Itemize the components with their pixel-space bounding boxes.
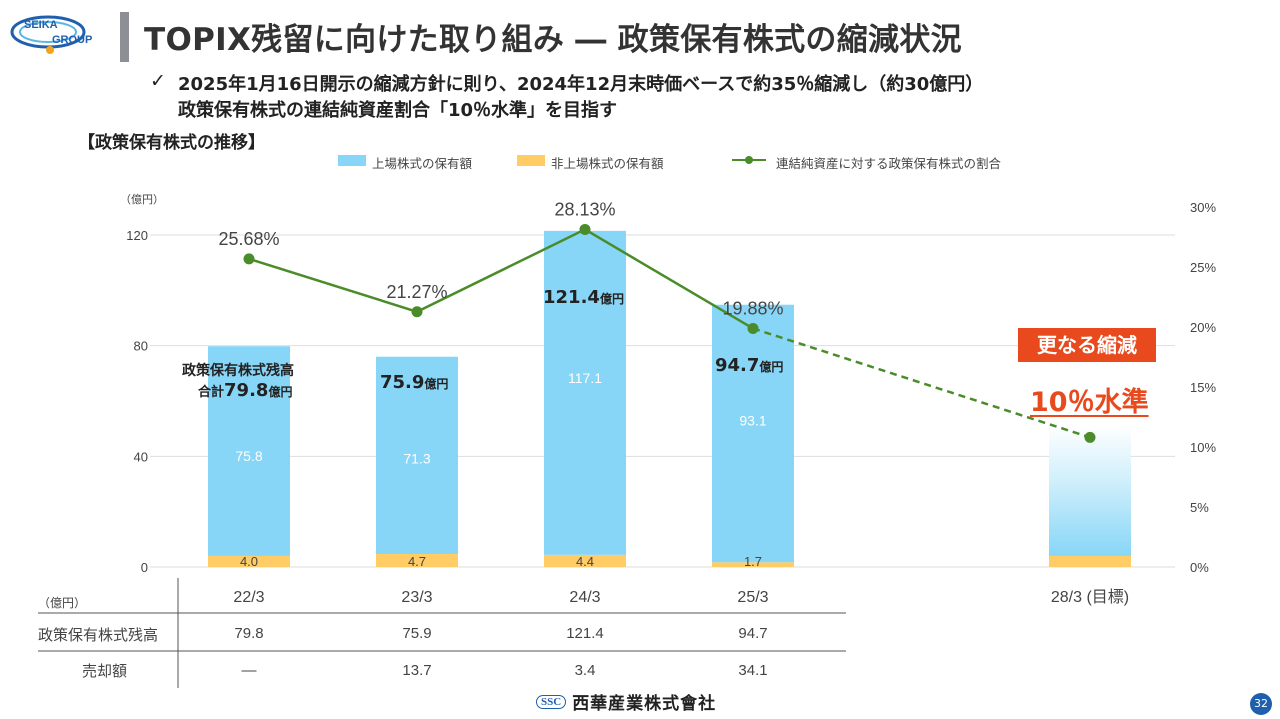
bar-unlisted-value-label: 4.7: [408, 554, 426, 569]
total-annotation-bar4: 94.7億円: [715, 355, 783, 376]
company-logo: SSC 西華産業株式會社: [536, 689, 716, 714]
ratio-value-label: 21.27%: [386, 282, 447, 302]
table-cell: 94.7: [738, 625, 767, 642]
bar-unlisted: [544, 554, 626, 567]
target-level-label: 10％水準: [1030, 387, 1149, 418]
bar-unlisted-value-label: 4.0: [240, 554, 258, 569]
ratio-point: [579, 223, 591, 235]
ratio-line: [248, 228, 754, 330]
total-value: 75.9: [380, 372, 425, 393]
table-row-label-sales: 売却額: [82, 662, 128, 680]
bar-target-listed: [1049, 425, 1131, 556]
table-cell: ―: [242, 662, 257, 679]
company-mark: SSC: [536, 694, 567, 709]
page-number: 32: [1250, 693, 1272, 715]
y-right-tick-label: 10%: [1190, 440, 1216, 455]
total-unit: 億円: [268, 385, 293, 399]
total-unit: 億円: [759, 360, 784, 374]
category-label: 24/3: [569, 589, 600, 606]
section-title: 【政策保有株式の推移】: [78, 133, 265, 153]
bar-target-unlisted: [1049, 555, 1131, 567]
bar-listed-value-label: 71.3: [403, 450, 430, 466]
category-label: 22/3: [233, 589, 264, 606]
ratio-value-label: 28.13%: [554, 199, 615, 219]
y-right-tick-label: 0%: [1190, 560, 1209, 575]
table-unit: （億円）: [38, 596, 87, 610]
legend-swatch-listed: [338, 155, 366, 166]
table-cell: 121.4: [566, 625, 604, 642]
table-cell: 13.7: [402, 662, 431, 679]
bar-unlisted: [208, 555, 290, 567]
ratio-point: [747, 322, 759, 334]
bar-unlisted-value-label: 1.7: [744, 554, 762, 569]
logo-text-top: SEIKA: [24, 19, 58, 31]
ratio-value-label: 25.68%: [218, 229, 279, 249]
legend-label-ratio: 連結純資産に対する政策保有株式の割合: [776, 156, 1002, 171]
seika-group-logo: SEIKA GROUP: [10, 15, 92, 54]
table-row-label-balance: 政策保有株式残高: [38, 626, 159, 644]
bullet-text-line2: 政策保有株式の連結純資産割合「10％水準」を目指す: [178, 100, 618, 121]
total-unit: 億円: [424, 377, 449, 391]
ratio-point: [1084, 431, 1096, 443]
bar-listed: [208, 346, 290, 556]
category-label: 25/3: [737, 589, 768, 606]
ratio-point: [411, 306, 423, 318]
y-left-tick-label: 80: [134, 339, 148, 354]
bar-listed: [376, 356, 458, 554]
logo-text-bottom: GROUP: [52, 34, 92, 46]
table-cell: 34.1: [738, 662, 767, 679]
y-left-unit-label: （億円）: [120, 193, 164, 206]
category-label: 28/3 (目標): [1051, 588, 1129, 606]
total-value: 79.8: [224, 380, 269, 401]
legend-label-unlisted: 非上場株式の保有額: [551, 156, 664, 171]
y-right-tick-label: 15%: [1190, 380, 1216, 395]
bar-unlisted-value-label: 4.4: [576, 554, 594, 569]
bar-unlisted: [376, 553, 458, 567]
y-left-tick-label: 0: [141, 560, 148, 575]
y-right-tick-label: 5%: [1190, 500, 1209, 515]
total-annotation-bar1: 合計79.8億円: [198, 380, 292, 401]
bar-listed: [712, 304, 794, 563]
company-name: 西華産業株式會社: [572, 694, 717, 714]
total-annotation-bar2: 75.9億円: [380, 372, 448, 393]
y-right-tick-label: 25%: [1190, 260, 1216, 275]
category-label: 23/3: [401, 589, 432, 606]
legend-swatch-unlisted: [517, 155, 545, 166]
total-value: 94.7: [715, 355, 760, 376]
table-cell: 79.8: [234, 625, 263, 642]
bar-unlisted: [712, 562, 794, 567]
y-left-tick-label: 40: [134, 449, 148, 464]
y-left-tick-label: 120: [126, 228, 148, 243]
y-right-tick-label: 30%: [1190, 200, 1216, 215]
total-unit: 億円: [599, 292, 624, 306]
total-value: 121.4: [543, 287, 600, 308]
total-annotation-bar3: 121.4億円: [543, 287, 624, 308]
bar-listed-value-label: 117.1: [568, 370, 602, 386]
table-cell: 75.9: [402, 625, 431, 642]
total-prefix: 合計: [198, 385, 225, 400]
further-reduction-callout: 更なる縮減: [1018, 328, 1156, 362]
legend-label-listed: 上場株式の保有額: [372, 156, 473, 171]
ratio-value-label: 19.88%: [722, 298, 783, 318]
bar-listed: [544, 230, 626, 555]
page-title: TOPIX残留に向けた取り組み ― 政策保有株式の縮減状況: [144, 22, 962, 58]
ratio-point: [243, 253, 255, 265]
bar-listed-value-label: 75.8: [235, 448, 262, 464]
check-icon: ✓: [150, 70, 166, 92]
bullet-text-line1: 2025年1月16日開示の縮減方針に則り、2024年12月末時価ベースで約35％…: [178, 74, 984, 95]
y-right-tick-label: 20%: [1190, 320, 1216, 335]
total-label: 政策保有株式残高: [182, 363, 294, 379]
legend-swatch-ratio: [732, 156, 766, 164]
table-cell: 3.4: [575, 662, 596, 679]
title-accent-bar: [120, 12, 129, 62]
bar-listed-value-label: 93.1: [739, 413, 766, 429]
